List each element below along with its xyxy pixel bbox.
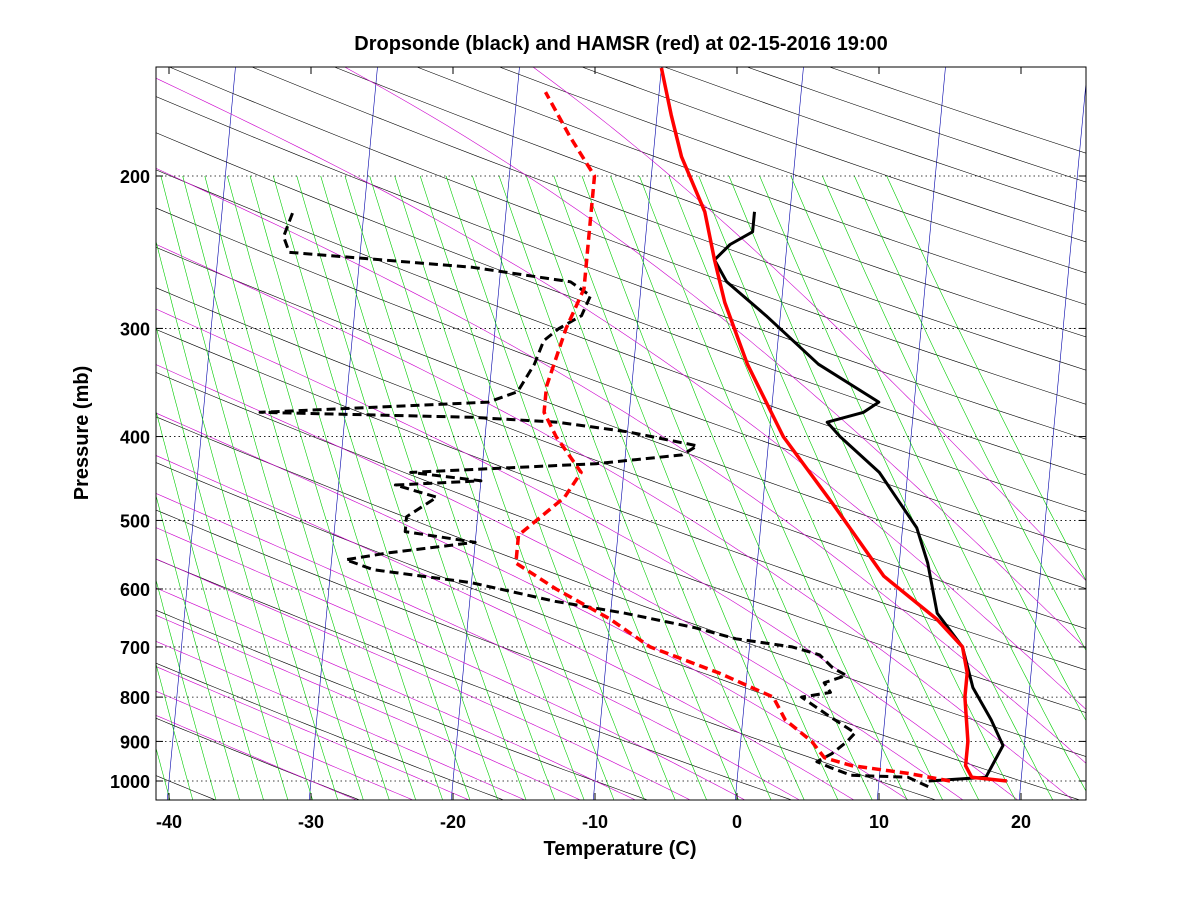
dry-adiabat-line — [156, 662, 505, 800]
dry-adiabat-line — [156, 96, 1086, 440]
background-lines — [0, 14, 1200, 834]
axis-ticks: -40 -30 -20 -10 0 10 20 200 300 400 500 600 700 800 90… — [110, 67, 1086, 832]
mixing-ratio-line — [273, 175, 471, 800]
dry-adiabat-line — [156, 329, 1086, 671]
moist-adiabat-line — [156, 364, 964, 800]
dry-adiabat-line — [156, 287, 1086, 630]
moist-adiabat-line — [156, 412, 909, 800]
mixing-ratio-line — [394, 175, 615, 800]
x-tick-label: -20 — [440, 812, 466, 832]
mixing-ratio-line — [445, 175, 676, 800]
mixing-ratio-line — [204, 175, 390, 800]
dry-adiabat-line — [156, 169, 1086, 513]
mixing-ratio-line — [156, 240, 313, 800]
mixing-ratio-line — [156, 663, 194, 800]
dry-adiabat-line — [156, 207, 1086, 551]
chart-title: Dropsonde (black) and HAMSR (red) at 02-… — [354, 33, 888, 55]
mixing-ratio-line — [156, 578, 217, 800]
moist-adiabat-line — [156, 614, 581, 800]
mixing-ratio-line — [498, 175, 739, 800]
moist-adiabat-line — [156, 690, 414, 800]
mixing-ratio-line — [320, 175, 527, 800]
y-tick-label: 900 — [120, 732, 150, 752]
dry-adiabat-line — [156, 462, 1081, 800]
moist-adiabat-line — [156, 715, 358, 800]
y-tick-label: 200 — [120, 167, 150, 187]
mixing-ratio-line — [156, 409, 264, 800]
mixing-ratio-line — [0, 176, 69, 834]
x-tick-label: -40 — [156, 812, 182, 832]
moist-adiabat-line — [156, 527, 746, 800]
mixing-ratio-line — [0, 176, 91, 834]
dry-adiabat-line — [156, 416, 1086, 757]
isotherm-line — [876, 67, 946, 800]
dry-adiabat-line — [156, 717, 361, 800]
dry-adiabat-line — [156, 372, 1086, 713]
x-tick-label: 10 — [869, 812, 889, 832]
moist-adiabat-line — [156, 493, 800, 800]
mixing-ratio-line — [526, 175, 772, 800]
mixing-ratio-line — [296, 175, 499, 800]
dewpoint-trace — [258, 211, 929, 788]
temperature-trace — [713, 211, 1005, 783]
dry-adiabat-line — [251, 67, 1086, 371]
x-tick-label: 20 — [1011, 812, 1031, 832]
mixing-ratio-line — [759, 175, 1054, 800]
mixing-ratio-line — [553, 175, 805, 800]
moist-adiabat-line — [156, 641, 526, 800]
mixing-ratio-line — [610, 175, 873, 800]
y-tick-label: 1000 — [110, 772, 150, 792]
mixing-ratio-line — [419, 175, 645, 800]
y-tick-label: 600 — [120, 580, 150, 600]
mixing-ratio-line — [160, 175, 339, 800]
x-tick-label: 0 — [732, 812, 742, 832]
mixing-ratio-line — [156, 494, 240, 800]
y-tick-label: 500 — [120, 511, 150, 531]
mixing-ratio-line — [0, 176, 134, 834]
x-tick-label: -10 — [582, 812, 608, 832]
mixing-ratio-line — [581, 175, 839, 800]
moist-adiabat-line — [156, 558, 691, 800]
y-tick-label: 700 — [120, 638, 150, 658]
mixing-ratio-line — [790, 175, 1086, 792]
y-tick-label: 300 — [120, 319, 150, 339]
dry-adiabat-line — [156, 509, 937, 800]
moist-adiabat-line — [156, 587, 637, 800]
isobar-grid — [156, 175, 1086, 782]
dry-adiabat-line — [156, 558, 793, 800]
isotherm-line — [450, 67, 520, 800]
dry-adiabat-line — [333, 67, 1086, 338]
mixing-ratio-line — [344, 175, 556, 800]
moist-adiabat-line — [156, 308, 1019, 800]
isotherm-line — [1018, 79, 1086, 800]
plot-frame — [155, 66, 1087, 801]
sounding-series — [258, 67, 1007, 788]
mixing-ratio-line — [854, 175, 1086, 652]
temperature-trace — [659, 67, 1007, 783]
mixing-ratio-line — [822, 175, 1086, 722]
mixing-ratio-line — [156, 746, 171, 800]
mixing-ratio-line — [472, 175, 707, 800]
moist-adiabat-line — [156, 455, 855, 800]
x-tick-label: -30 — [298, 812, 324, 832]
mixing-ratio-line — [0, 176, 112, 834]
x-axis-label: Temperature (C) — [544, 838, 697, 860]
isotherm-line — [1158, 14, 1200, 833]
y-axis-label: Pressure (mb) — [71, 366, 93, 501]
y-tick-label: 800 — [120, 688, 150, 708]
mixing-ratio-line — [249, 175, 443, 800]
mixing-ratio-line — [182, 175, 364, 800]
y-tick-label: 400 — [120, 428, 150, 448]
mixing-ratio-line — [227, 175, 417, 800]
dewpoint-trace — [514, 91, 951, 783]
isotherm-line — [166, 67, 236, 800]
mixing-ratio-line — [728, 175, 1016, 800]
mixing-ratio-line — [886, 175, 1086, 582]
moist-adiabat-line — [532, 67, 1086, 582]
mixing-ratio-line — [369, 175, 585, 800]
mixing-ratio-line — [156, 325, 289, 800]
